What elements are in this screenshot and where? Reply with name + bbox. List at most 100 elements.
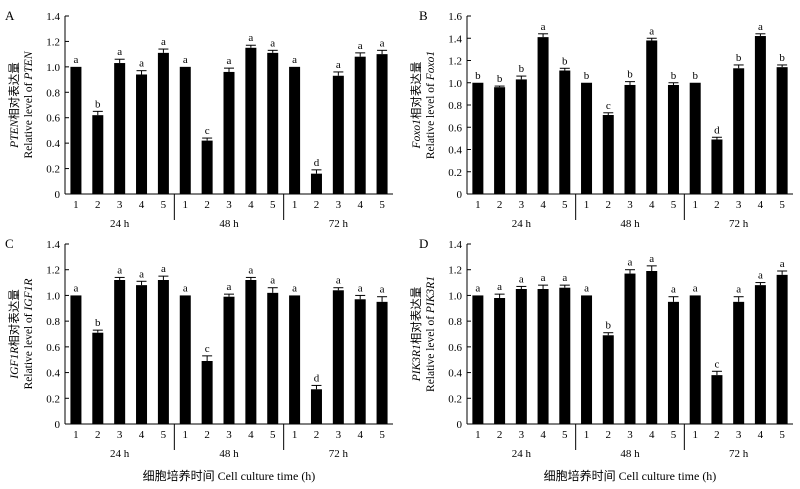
panel-a: A 0 0.2 0.4 0.6 0.8 1.0 1.2 1.4 PTEN相对表达量 Relative…	[5, 8, 393, 230]
significance-label: a	[649, 253, 654, 265]
x-group-label: 72 h	[729, 218, 749, 230]
significance-label: a	[336, 59, 341, 71]
y-tick-label: 0	[55, 189, 61, 201]
x-group-label: 24 h	[512, 448, 532, 460]
y-axis-cn: 相对表达量	[7, 289, 21, 347]
y-tick-label: 0	[457, 189, 463, 201]
y-tick-label: 1.2	[46, 265, 60, 277]
bar	[667, 301, 679, 424]
significance-label: a	[292, 282, 297, 294]
significance-label: a	[73, 54, 78, 66]
x-category-label: 5	[270, 429, 276, 441]
significance-label: a	[758, 21, 763, 33]
x-category-label: 4	[758, 199, 764, 211]
significance-label: a	[358, 282, 363, 294]
bar	[114, 63, 126, 194]
bar	[376, 301, 388, 424]
x-category-label: 5	[379, 429, 385, 441]
significance-label: a	[248, 264, 253, 276]
x-category-label: 1	[584, 429, 590, 441]
x-category-label: 2	[204, 429, 210, 441]
significance-label: b	[692, 70, 698, 82]
bar	[310, 173, 322, 194]
y-tick-label: 0.4	[448, 145, 462, 157]
bar	[179, 295, 191, 424]
bar	[157, 280, 169, 424]
x-group-label: 72 h	[329, 218, 349, 230]
y-tick-label: 1.2	[46, 36, 60, 48]
y-tick-label: 0.8	[448, 100, 462, 112]
significance-label: a	[475, 282, 480, 294]
y-tick-label: 0.8	[46, 87, 60, 99]
x-category-label: 4	[758, 429, 764, 441]
y-tick-label: 1.0	[448, 290, 462, 302]
bar	[733, 301, 745, 424]
significance-label: b	[606, 320, 612, 332]
y-tick-label: 0.2	[46, 393, 60, 405]
x-category-label: 5	[671, 429, 677, 441]
significance-label: a	[671, 284, 676, 296]
significance-label: b	[779, 52, 785, 64]
bar	[289, 66, 301, 194]
x-category-label: 5	[562, 429, 568, 441]
significance-label: b	[497, 73, 503, 85]
bar	[70, 295, 82, 424]
panel-b: B 0 0.2 0.4 0.6 0.8 1.0 1.2 1.4 1.6 Foxo1相对表达量 Rela…	[409, 8, 793, 230]
y-axis-gene: Foxo1	[425, 51, 437, 81]
y-axis-cn: 相对表达量	[7, 62, 21, 120]
x-category-label: 3	[336, 429, 342, 441]
x-category-label: 2	[314, 429, 320, 441]
y-tick-label: 1.4	[448, 239, 462, 251]
y-tick-label: 0.6	[46, 113, 60, 125]
bar	[201, 361, 213, 424]
panel-letter: D	[419, 236, 428, 251]
bar	[114, 280, 126, 424]
y-axis-gene: PIK3R1	[411, 344, 423, 382]
bar	[515, 79, 527, 194]
y-tick-label: 0.6	[46, 342, 60, 354]
significance-label: a	[183, 282, 188, 294]
y-tick-label: 0.6	[448, 342, 462, 354]
bar	[646, 271, 658, 424]
bar	[754, 36, 766, 195]
significance-label: a	[541, 21, 546, 33]
x-category-label: 2	[497, 429, 503, 441]
x-category-label: 3	[627, 199, 633, 211]
bar	[472, 295, 484, 424]
bar	[776, 67, 788, 194]
bar	[354, 299, 366, 424]
x-category-label: 5	[161, 199, 167, 211]
bar	[602, 115, 614, 194]
x-group-label: 24 h	[512, 218, 532, 230]
x-category-label: 2	[314, 199, 320, 211]
panel-c: C 0 0.2 0.4 0.6 0.8 1.0 1.2 1.4 IGF1R相对表达量 Relativ…	[5, 236, 393, 460]
x-category-label: 2	[606, 199, 612, 211]
bar	[581, 82, 593, 194]
bar	[733, 68, 745, 194]
y-tick-label: 1.4	[46, 11, 60, 23]
y-tick-label: 1.4	[448, 33, 462, 45]
y-tick-label: 1.6	[448, 11, 462, 23]
x-category-label: 1	[183, 199, 189, 211]
bar	[711, 375, 723, 424]
x-category-label: 1	[475, 199, 481, 211]
y-tick-label: 0.6	[448, 122, 462, 134]
significance-label: b	[95, 98, 101, 110]
y-axis-title-line1: Foxo1相对表达量	[409, 62, 423, 150]
x-axis-title: 细胞培养时间 Cell culture time (h)	[544, 468, 717, 483]
significance-label: b	[584, 70, 590, 82]
bar	[332, 75, 344, 194]
bar	[332, 290, 344, 424]
x-category-label: 4	[649, 429, 655, 441]
bar	[494, 87, 506, 194]
significance-label: d	[314, 157, 320, 169]
x-category-label: 3	[519, 199, 525, 211]
bar	[559, 287, 571, 424]
significance-label: a	[270, 275, 275, 287]
significance-label: c	[205, 125, 210, 137]
panel-d: D 0 0.2 0.4 0.6 0.8 1.0 1.2 1.4 PIK3R1相对表达量 Relati…	[409, 236, 793, 460]
y-axis-cn: 相对表达量	[409, 62, 423, 120]
bar	[354, 56, 366, 194]
significance-label: a	[161, 263, 166, 275]
y-tick-label: 0.2	[448, 167, 462, 179]
